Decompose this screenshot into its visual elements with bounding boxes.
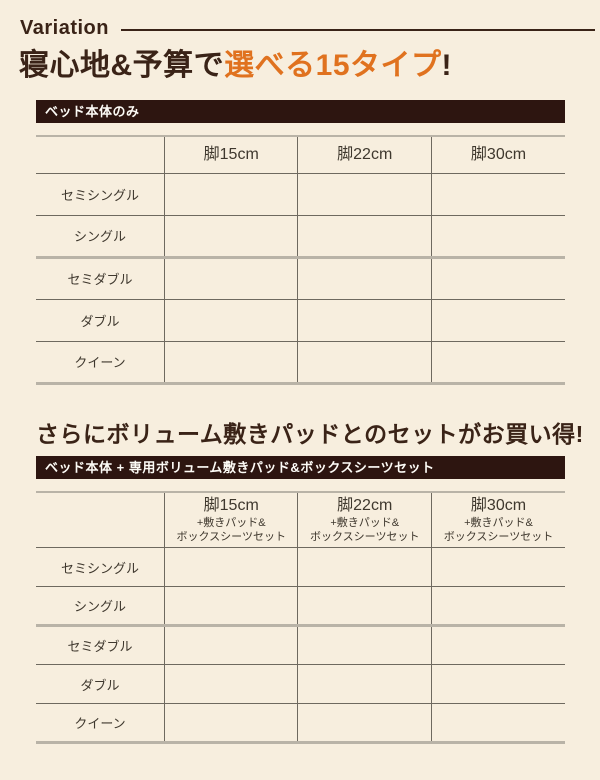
price-cell [430, 547, 565, 587]
variation-divider-line [120, 29, 595, 31]
price-cell [163, 625, 298, 665]
table-row: セミダブル [36, 257, 565, 300]
price-cell [163, 257, 298, 300]
price-cell [430, 586, 565, 627]
page-title-highlight: 選べる15タイプ [224, 49, 442, 82]
section-bar-bed-with-set: ベッド本体 + 専用ボリューム敷きパッド&ボックスシーツセット [36, 455, 565, 479]
column-header-leg22: 脚22cm [297, 135, 432, 174]
section-bar-bed-only: ベッド本体のみ [36, 100, 565, 123]
column-header-title: 脚15cm [203, 496, 259, 514]
table-header-row: 脚15cm +敷きパッド& ボックスシーツセット 脚22cm +敷きパッド& ボ… [36, 490, 565, 548]
price-cell [163, 173, 298, 216]
column-header-title: 脚30cm [470, 145, 527, 163]
table-row: ダブル [36, 664, 565, 704]
price-cell [163, 215, 298, 259]
price-cell [297, 299, 432, 342]
price-cell [297, 703, 432, 744]
price-cell [430, 173, 565, 216]
table-row: セミダブル [36, 625, 565, 665]
row-label-queen: クイーン [36, 703, 165, 744]
column-header-subtitle: +敷きパッド& [196, 516, 266, 529]
price-cell [297, 173, 432, 216]
column-header-leg22-set: 脚22cm +敷きパッド& ボックスシーツセット [297, 490, 432, 548]
table-row: セミシングル [36, 547, 565, 587]
row-label-semi-double: セミダブル [36, 257, 165, 300]
column-header-title: 脚30cm [470, 496, 527, 514]
variation-eyebrow: Variation [20, 17, 109, 39]
column-header-title: 脚15cm [203, 145, 259, 163]
price-cell [163, 299, 298, 342]
column-header-leg30-set: 脚30cm +敷きパッド& ボックスシーツセット [430, 490, 565, 548]
table-row: クイーン [36, 703, 565, 744]
row-label-semi-single: セミシングル [36, 547, 165, 587]
table-row: シングル [36, 215, 565, 259]
price-cell [163, 341, 298, 385]
table-row: シングル [36, 586, 565, 627]
page-title-post: ! [441, 49, 453, 82]
row-label-queen: クイーン [36, 341, 165, 385]
price-cell [297, 547, 432, 587]
price-cell [297, 341, 432, 385]
column-header-subtitle: +敷きパッド& [330, 516, 400, 529]
price-cell [430, 215, 565, 259]
set-section-heading: さらにボリューム敷きパッドとのセットがお買い得! [36, 420, 584, 447]
section-bar-label: ベッド本体 + 専用ボリューム敷きパッド&ボックスシーツセット [45, 459, 435, 475]
page-title: 寝心地&予算で選べる15タイプ! [19, 48, 600, 84]
column-header-title: 脚22cm [337, 145, 393, 163]
table-row: ダブル [36, 299, 565, 342]
price-cell [430, 257, 565, 300]
row-label-single: シングル [36, 586, 165, 627]
price-cell [297, 664, 432, 704]
row-label-single: シングル [36, 215, 165, 259]
price-cell [297, 625, 432, 665]
page-title-pre: 寝心地&予算で [19, 49, 225, 82]
column-header-leg15-set: 脚15cm +敷きパッド& ボックスシーツセット [163, 490, 298, 548]
column-header-subtitle: ボックスシーツセット [176, 530, 286, 543]
price-cell [430, 341, 565, 385]
section-bar-label: ベッド本体のみ [45, 104, 140, 119]
column-header-title: 脚22cm [337, 496, 393, 514]
table-row: クイーン [36, 341, 565, 385]
price-cell [163, 547, 298, 587]
row-label-double: ダブル [36, 299, 165, 342]
price-cell [297, 257, 432, 300]
corner-cell [36, 135, 165, 174]
pricing-table-bed-with-set: 脚15cm +敷きパッド& ボックスシーツセット 脚22cm +敷きパッド& ボ… [36, 490, 565, 744]
price-cell [163, 703, 298, 744]
table-header-row: 脚15cm 脚22cm 脚30cm [36, 135, 565, 174]
row-label-semi-double: セミダブル [36, 625, 165, 665]
price-cell [430, 299, 565, 342]
variation-header: Variation [0, 0, 600, 40]
corner-cell [36, 490, 165, 548]
price-cell [430, 703, 565, 744]
price-cell [297, 586, 432, 627]
price-cell [430, 664, 565, 704]
price-cell [163, 664, 298, 704]
price-cell [163, 586, 298, 627]
row-label-semi-single: セミシングル [36, 173, 165, 216]
column-header-leg30: 脚30cm [430, 135, 565, 174]
column-header-subtitle: ボックスシーツセット [443, 530, 554, 543]
column-header-subtitle: ボックスシーツセット [310, 530, 420, 543]
price-cell [430, 625, 565, 665]
column-header-leg15: 脚15cm [163, 135, 298, 174]
pricing-table-bed-only: 脚15cm 脚22cm 脚30cm セミシングル シングル セミダブル ダブル [36, 135, 565, 385]
price-cell [297, 215, 432, 259]
column-header-subtitle: +敷きパッド& [464, 516, 533, 529]
row-label-double: ダブル [36, 664, 165, 704]
table-row: セミシングル [36, 173, 565, 216]
